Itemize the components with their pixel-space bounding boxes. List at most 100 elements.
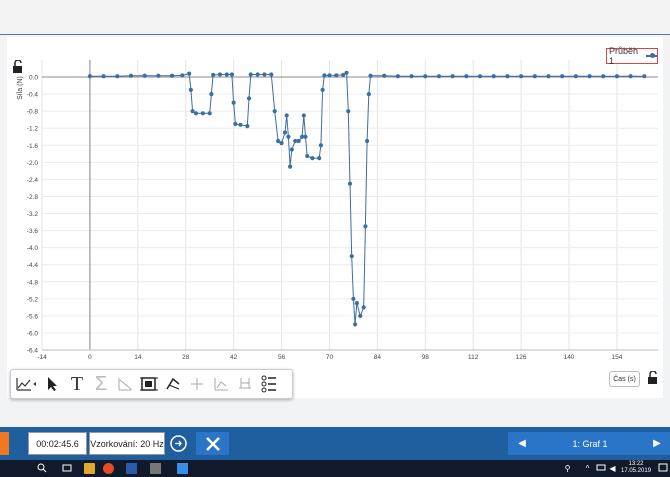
data-point[interactable] (211, 72, 216, 78)
delta-icon[interactable] (233, 372, 257, 396)
data-point[interactable] (293, 138, 298, 144)
legend[interactable]: Průběh 1 (606, 46, 658, 66)
data-point[interactable] (224, 72, 229, 77)
data-point[interactable] (519, 74, 524, 79)
data-point[interactable] (322, 73, 327, 78)
data-point[interactable] (115, 74, 120, 79)
app-icon[interactable] (150, 463, 161, 474)
data-point[interactable] (142, 73, 147, 78)
data-point[interactable] (128, 73, 134, 78)
pointer-icon[interactable] (41, 372, 65, 396)
chrome-icon[interactable] (103, 463, 114, 474)
data-point[interactable] (614, 74, 620, 79)
data-point[interactable] (245, 124, 250, 129)
data-point[interactable] (560, 74, 565, 79)
data-point[interactable] (366, 92, 371, 97)
data-point[interactable] (436, 74, 442, 79)
data-point[interactable] (288, 164, 293, 169)
data-point[interactable] (382, 73, 387, 78)
data-point[interactable] (276, 138, 281, 144)
data-point[interactable] (286, 134, 291, 139)
integral-icon[interactable] (209, 372, 233, 396)
data-point[interactable] (450, 74, 455, 79)
data-point[interactable] (358, 313, 363, 318)
data-point[interactable] (363, 224, 368, 229)
data-point[interactable] (353, 322, 358, 327)
notifications-icon[interactable] (657, 463, 668, 474)
data-point[interactable] (573, 74, 578, 79)
data-point[interactable] (423, 74, 428, 79)
data-point[interactable] (269, 72, 274, 77)
tray-chevron-icon[interactable]: ^ (585, 464, 590, 473)
network-icon[interactable] (595, 463, 606, 474)
data-point[interactable] (318, 143, 324, 148)
data-point[interactable] (347, 181, 353, 186)
tangent-icon[interactable] (113, 372, 137, 396)
data-point[interactable] (217, 72, 223, 77)
graph-options-icon[interactable] (11, 372, 41, 396)
prev-graph-icon[interactable]: ◀ (518, 438, 526, 449)
data-point[interactable] (279, 141, 284, 146)
data-point[interactable] (200, 111, 205, 116)
data-point[interactable] (346, 109, 351, 114)
data-point[interactable] (169, 73, 175, 78)
graph-area[interactable] (7, 37, 663, 398)
task-view-icon[interactable] (61, 463, 72, 474)
data-point[interactable] (231, 100, 236, 105)
data-point[interactable] (344, 70, 349, 75)
record-button[interactable] (0, 432, 9, 455)
data-point[interactable] (305, 153, 310, 159)
data-point[interactable] (284, 113, 289, 118)
y-lock-icon[interactable] (11, 59, 25, 74)
data-point[interactable] (354, 300, 359, 306)
data-point[interactable] (282, 130, 288, 135)
search-icon[interactable] (36, 463, 47, 474)
autoscale-icon[interactable] (137, 372, 161, 396)
data-point[interactable] (334, 73, 339, 78)
logger-app-icon[interactable] (177, 463, 188, 474)
data-point[interactable] (477, 74, 483, 79)
data-point[interactable] (505, 74, 510, 79)
data-point[interactable] (341, 72, 346, 78)
data-point[interactable] (546, 74, 551, 79)
data-point[interactable] (193, 111, 199, 116)
data-point[interactable] (587, 74, 592, 79)
data-point[interactable] (349, 254, 354, 259)
data-point[interactable] (289, 147, 294, 152)
data-point[interactable] (365, 138, 370, 144)
data-point[interactable] (233, 121, 238, 127)
data-point[interactable] (156, 73, 161, 78)
volume-icon[interactable]: ◀ (609, 464, 616, 473)
data-point[interactable] (601, 74, 606, 79)
next-graph-icon[interactable]: ▶ (653, 438, 661, 449)
curve-fit-icon[interactable] (161, 372, 185, 396)
data-point[interactable] (301, 113, 306, 118)
y-axis-label[interactable]: Síla (N) (17, 76, 24, 100)
list-icon[interactable] (257, 372, 281, 396)
data-point[interactable] (229, 72, 235, 77)
data-point[interactable] (351, 296, 356, 301)
sum-icon[interactable]: Σ (94, 372, 108, 395)
data-point[interactable] (361, 305, 366, 310)
data-point[interactable] (262, 72, 267, 77)
data-point[interactable] (532, 74, 537, 79)
tools-button[interactable] (196, 432, 229, 455)
data-point[interactable] (299, 134, 305, 139)
force-time-chart[interactable]: -14 0 14 28 42 56 70 84 98 112 126 140 154 0.0 -0.4 -0.… (0, 0, 670, 400)
people-icon[interactable]: ⚲ (564, 464, 571, 473)
word-icon[interactable] (126, 463, 137, 474)
data-point[interactable] (248, 72, 253, 77)
data-point[interactable] (209, 92, 214, 97)
data-point[interactable] (188, 87, 193, 92)
data-point[interactable] (368, 73, 373, 78)
x-axis-button[interactable]: Čas (s) (609, 371, 640, 387)
data-point[interactable] (207, 111, 212, 116)
data-point[interactable] (327, 73, 332, 78)
sampling-settings-icon[interactable] (169, 434, 188, 453)
data-point[interactable] (246, 96, 252, 101)
data-point[interactable] (317, 155, 322, 161)
x-lock-icon[interactable] (646, 370, 660, 385)
data-point[interactable] (190, 109, 195, 114)
data-point[interactable] (628, 74, 633, 79)
sampling-button[interactable]: Vzorkování: 20 Hz (89, 432, 165, 455)
